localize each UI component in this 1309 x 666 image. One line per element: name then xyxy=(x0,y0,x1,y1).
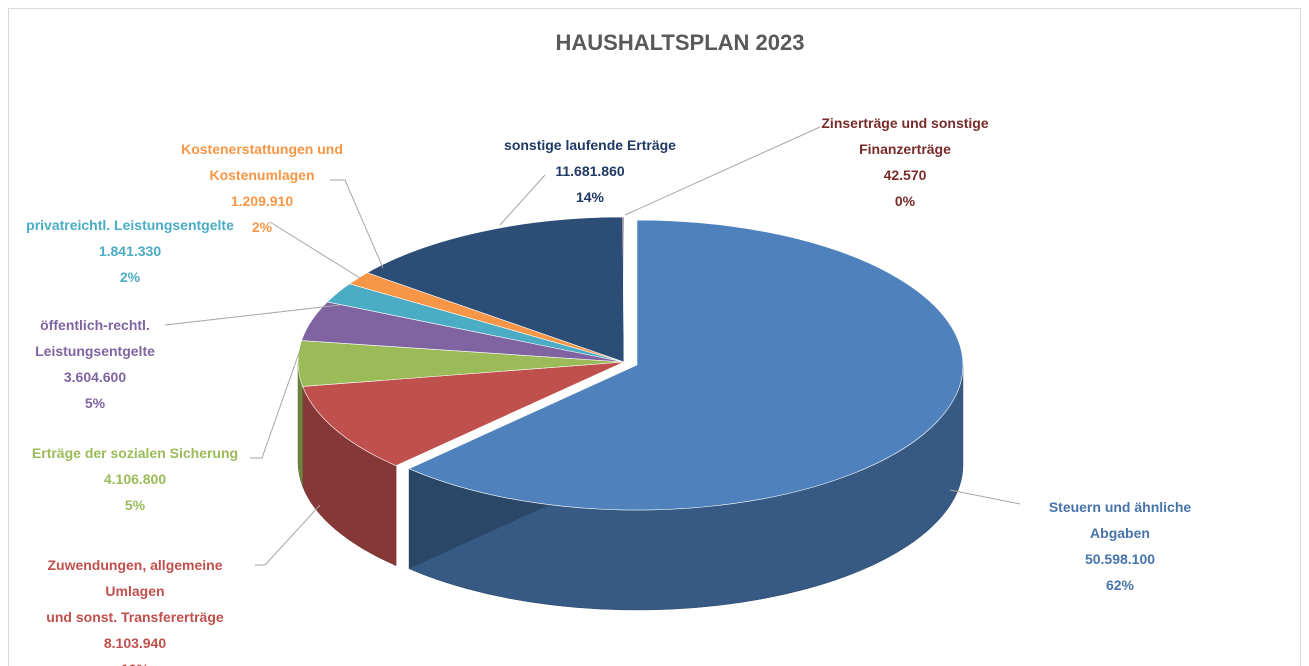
data-label: Zuwendungen, allgemeine Umlagen und sons… xyxy=(46,552,223,666)
value-label: 1.841.330 xyxy=(98,243,162,259)
category-label: sonstige laufende Erträge xyxy=(504,137,676,153)
leader-line xyxy=(269,221,361,279)
chart-border xyxy=(8,8,1301,666)
leader-line xyxy=(330,179,384,269)
data-label: Kostenerstattungen und Kostenumlagen 1.20… xyxy=(181,136,343,240)
slice xyxy=(302,361,625,467)
percent-label: 2% xyxy=(251,219,273,235)
data-label: Erträge der sozialen Sicherung 4.106.800 5… xyxy=(32,440,238,518)
leader-line xyxy=(255,504,321,566)
percent-label: 5% xyxy=(124,497,146,513)
value-label: 3.604.600 xyxy=(63,369,127,385)
value-label: 1.209.910 xyxy=(230,193,294,209)
slice xyxy=(622,216,625,363)
category-label: Zinserträge und sonstige Finanzerträge xyxy=(821,115,989,157)
category-label: privatreichtl. Leistungsentgelte xyxy=(26,217,234,233)
leader-line xyxy=(499,174,546,226)
percent-label: 0% xyxy=(894,193,916,209)
leader-line xyxy=(624,126,821,216)
leader-line xyxy=(949,489,1021,505)
value-label: 50.598.100 xyxy=(1084,551,1156,567)
leader-line xyxy=(164,304,341,326)
percent-label: 2% xyxy=(119,269,141,285)
leader-line xyxy=(250,349,301,459)
category-label: öffentlich-rechtl. Leistungsentgelte xyxy=(35,317,155,359)
value-label: 11.681.860 xyxy=(555,163,625,179)
data-label: sonstige laufende Erträge 11.681.860 14% xyxy=(504,132,676,210)
category-label: Zuwendungen, allgemeine Umlagen und sons… xyxy=(46,557,224,625)
slice xyxy=(408,219,964,511)
category-label: Kostenerstattungen und Kostenumlagen xyxy=(181,141,343,183)
data-label: Zinserträge und sonstige Finanzerträge 42… xyxy=(821,110,988,214)
percent-label: 10% xyxy=(46,656,223,666)
value-label: 8.103.940 xyxy=(103,635,167,651)
value-label: 4.106.800 xyxy=(103,471,167,487)
percent-label: 62% xyxy=(1105,577,1135,593)
percent-label: 14% xyxy=(575,189,605,205)
category-label: Erträge der sozialen Sicherung xyxy=(31,445,239,461)
category-label: Steuern und ähnliche Abgaben xyxy=(1048,499,1192,541)
slice xyxy=(366,216,625,363)
value-label: 42.570 xyxy=(883,167,927,183)
data-label: öffentlich-rechtl. Leistungsentgelte 3.60… xyxy=(35,312,155,416)
percent-label: 5% xyxy=(84,395,106,411)
slice-tops xyxy=(297,216,964,511)
chart-title: HAUSHALTSPLAN 2023 xyxy=(555,30,805,55)
data-label: Steuern und ähnliche Abgaben 50.598.100 62… xyxy=(1026,494,1215,598)
data-label: privatreichtl. Leistungsentgelte 1.841.33… xyxy=(26,212,234,290)
